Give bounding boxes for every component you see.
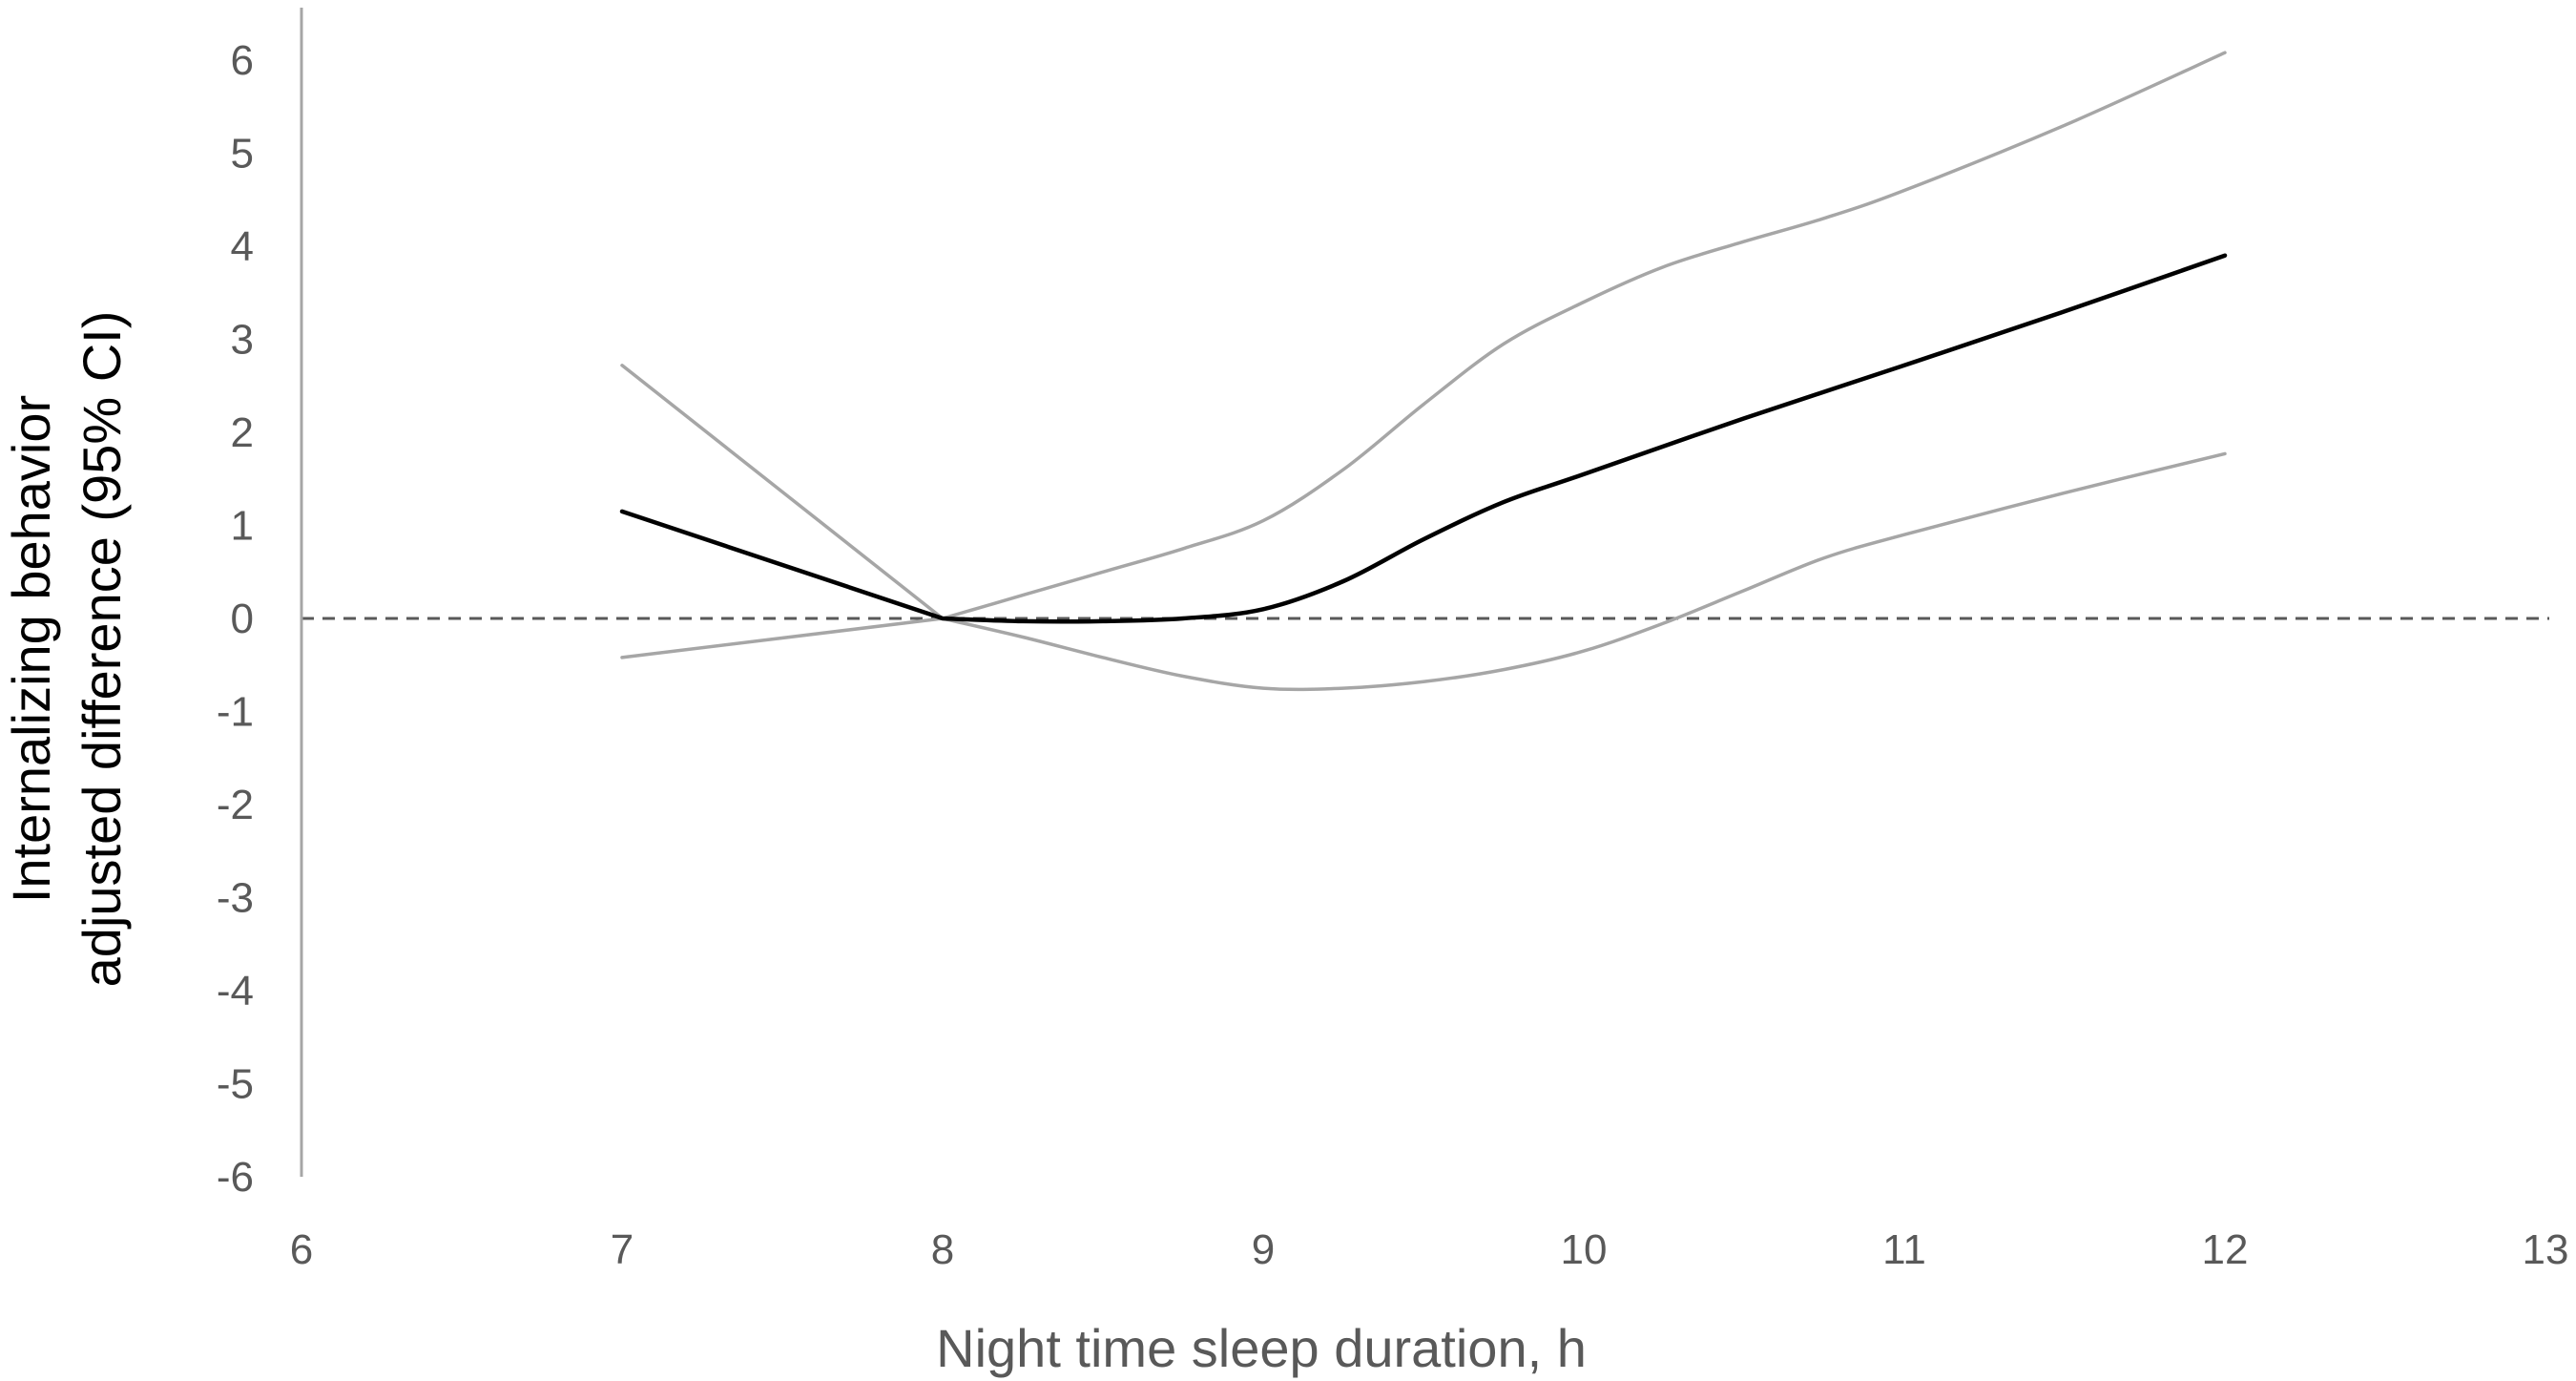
y-tick-label: 4 — [231, 223, 254, 270]
y-tick-label: 0 — [231, 596, 254, 642]
y-tick-label: -1 — [217, 689, 254, 736]
y-axis-title-line-1: Internalizing behavior — [1, 395, 61, 903]
y-tick-label: 2 — [231, 409, 254, 456]
y-tick-label: -5 — [217, 1061, 254, 1108]
x-tick-label: 10 — [1561, 1226, 1608, 1273]
y-tick-label: -3 — [217, 875, 254, 922]
y-tick-label: -2 — [217, 782, 254, 828]
y-tick-label: 6 — [231, 37, 254, 84]
series-line-lower-ci — [620, 451, 2227, 692]
y-axis-title: Internalizing behavior adjusted differen… — [1, 311, 132, 988]
y-tick-label: 3 — [231, 317, 254, 364]
x-tick-label: 11 — [1882, 1226, 1926, 1273]
y-axis-title-line-2: adjusted difference (95% CI) — [72, 311, 132, 988]
y-tick-label: 5 — [231, 131, 254, 178]
x-tick-label: 8 — [931, 1226, 954, 1273]
series-line-upper-ci — [620, 51, 2227, 620]
series-line-estimate — [619, 253, 2228, 624]
x-tick-label: 6 — [290, 1226, 313, 1273]
x-axis-title: Night time sleep duration, h — [936, 1318, 1587, 1378]
x-tick-label: 7 — [611, 1226, 634, 1273]
y-tick-label: -4 — [217, 968, 254, 1015]
y-tick-label: 1 — [231, 503, 254, 550]
x-tick-label: 13 — [2523, 1226, 2569, 1273]
x-tick-label: 9 — [1252, 1226, 1275, 1273]
y-tick-label: -6 — [217, 1154, 254, 1201]
series-layer — [619, 51, 2228, 692]
x-tick-label: 12 — [2202, 1226, 2249, 1273]
